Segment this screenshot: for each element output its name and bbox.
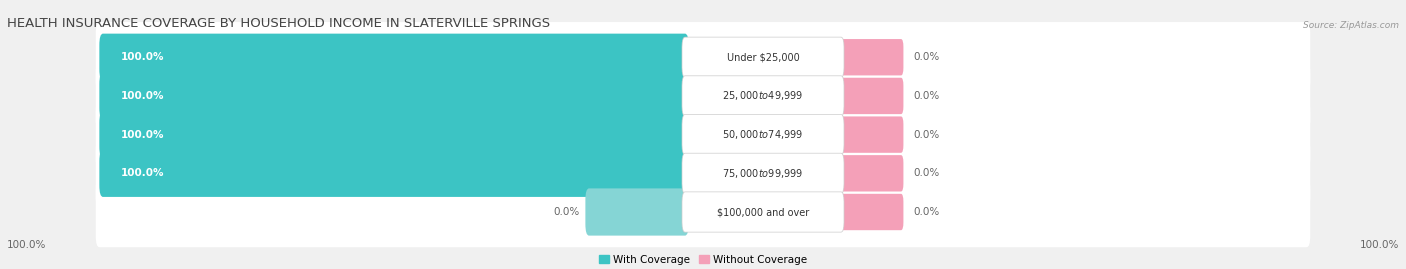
FancyBboxPatch shape [100, 111, 689, 158]
Text: 100.0%: 100.0% [121, 130, 165, 140]
FancyBboxPatch shape [682, 153, 844, 193]
FancyBboxPatch shape [100, 72, 689, 119]
FancyBboxPatch shape [682, 37, 844, 77]
FancyBboxPatch shape [100, 34, 689, 81]
FancyBboxPatch shape [682, 192, 844, 232]
FancyBboxPatch shape [838, 194, 904, 230]
Text: 0.0%: 0.0% [912, 130, 939, 140]
FancyBboxPatch shape [838, 78, 904, 114]
Legend: With Coverage, Without Coverage: With Coverage, Without Coverage [599, 255, 807, 265]
FancyBboxPatch shape [838, 155, 904, 192]
Text: 100.0%: 100.0% [7, 240, 46, 250]
Text: 0.0%: 0.0% [553, 207, 579, 217]
FancyBboxPatch shape [96, 177, 1310, 247]
Text: $50,000 to $74,999: $50,000 to $74,999 [723, 128, 804, 141]
FancyBboxPatch shape [682, 115, 844, 155]
Text: 100.0%: 100.0% [1360, 240, 1399, 250]
Text: 0.0%: 0.0% [912, 168, 939, 178]
FancyBboxPatch shape [838, 39, 904, 75]
Text: 100.0%: 100.0% [121, 52, 165, 62]
Text: $75,000 to $99,999: $75,000 to $99,999 [723, 167, 804, 180]
Text: $25,000 to $49,999: $25,000 to $49,999 [723, 89, 804, 102]
FancyBboxPatch shape [682, 76, 844, 116]
FancyBboxPatch shape [96, 100, 1310, 170]
Text: Under $25,000: Under $25,000 [727, 52, 800, 62]
Text: 0.0%: 0.0% [912, 52, 939, 62]
FancyBboxPatch shape [96, 61, 1310, 131]
FancyBboxPatch shape [100, 150, 689, 197]
FancyBboxPatch shape [96, 138, 1310, 208]
Text: 0.0%: 0.0% [912, 91, 939, 101]
Text: 100.0%: 100.0% [121, 91, 165, 101]
Text: HEALTH INSURANCE COVERAGE BY HOUSEHOLD INCOME IN SLATERVILLE SPRINGS: HEALTH INSURANCE COVERAGE BY HOUSEHOLD I… [7, 17, 550, 30]
Text: Source: ZipAtlas.com: Source: ZipAtlas.com [1303, 21, 1399, 30]
Text: $100,000 and over: $100,000 and over [717, 207, 808, 217]
FancyBboxPatch shape [96, 22, 1310, 93]
FancyBboxPatch shape [838, 116, 904, 153]
Text: 100.0%: 100.0% [121, 168, 165, 178]
Text: 0.0%: 0.0% [912, 207, 939, 217]
FancyBboxPatch shape [585, 188, 689, 236]
